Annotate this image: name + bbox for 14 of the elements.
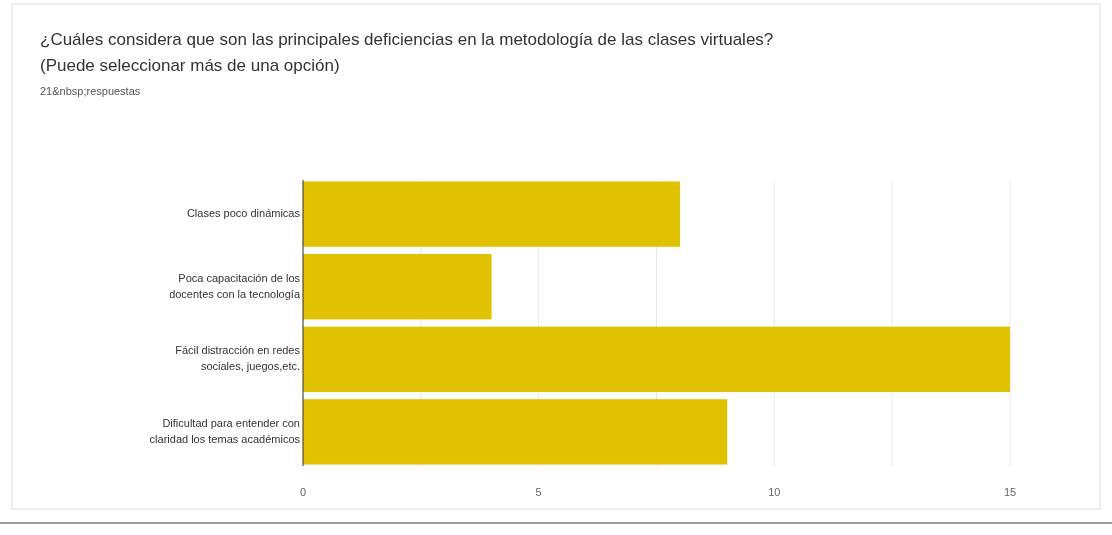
x-tick-label: 0: [299, 486, 307, 498]
y-tick-label: Clases poco dinámicas: [186, 207, 301, 220]
bar: [303, 254, 492, 320]
bar: [303, 326, 1010, 392]
text: 21&nbsp;respuestas: [40, 85, 141, 97]
y-tick-label: Fácil distracción en redes sociales, juegos,etc.: [175, 344, 301, 373]
y-tick-label: Dificultad para entender con claridad los temas académicos: [149, 416, 301, 445]
y-tick-label: Poca capacitación de los docentes con la tecnología: [169, 271, 301, 300]
bar: [303, 181, 681, 247]
x-tick-label: 10: [768, 486, 781, 498]
x-tick-label: 15: [1003, 486, 1017, 498]
bar: [303, 399, 728, 465]
chart-title: ¿Cuáles considera que son las principales deficiencias en la metodología de las clases virtuales? (Puede seleccionar más de una opción): [40, 30, 774, 75]
x-tick-label: 5: [535, 486, 542, 498]
